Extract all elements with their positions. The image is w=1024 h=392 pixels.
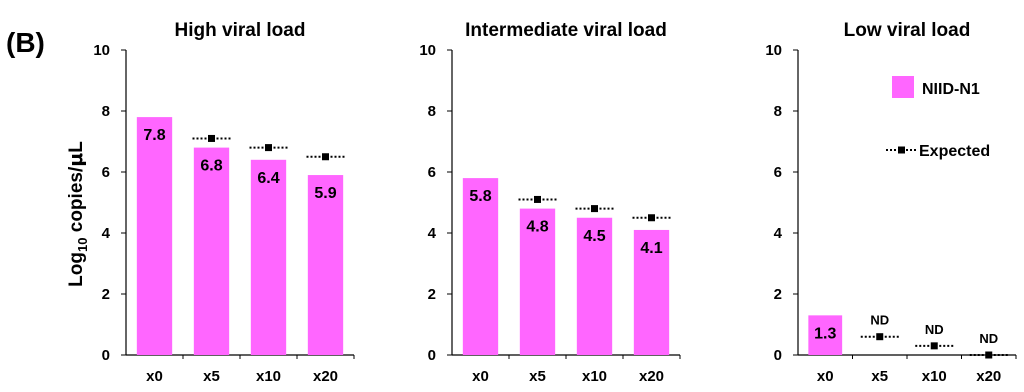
y-label-unit: L [66, 141, 87, 153]
panel-label: (B) [6, 27, 45, 58]
bar [462, 178, 499, 355]
x-tick-label: x0 [472, 368, 489, 385]
y-tick-label: 4 [428, 225, 437, 242]
x-tick-label: x0 [817, 368, 834, 385]
nd-label: ND [870, 313, 889, 328]
chart-title: Intermediate viral load [465, 20, 667, 41]
nd-label: ND [979, 331, 998, 346]
expected-marker [876, 333, 884, 341]
legend-swatch-marker [898, 146, 905, 154]
legend: NIID-N1 Expected [886, 76, 990, 160]
x-tick-label: x10 [582, 368, 607, 385]
expected-marker [534, 195, 541, 203]
y-tick-label: 10 [419, 42, 436, 59]
y-tick-label: 4 [774, 225, 783, 242]
bar-value-label: 5.9 [314, 185, 336, 202]
x-tick-label: x10 [256, 368, 281, 385]
expected-marker [265, 144, 272, 152]
y-tick-label: 2 [774, 286, 782, 303]
y-tick-label: 2 [428, 286, 436, 303]
bar-value-label: 7.8 [143, 127, 165, 144]
x-tick-label: x5 [529, 368, 546, 385]
expected-marker [591, 205, 598, 213]
x-tick-label: x20 [976, 368, 1001, 385]
bar-value-label: 4.8 [526, 219, 548, 236]
expected-marker [985, 351, 993, 359]
charts-group: High viral load 0 2 4 6 8 10 x0 x5 x10 x20 7.8 6.8 6.… [93, 20, 1017, 385]
y-tick-label: 0 [428, 347, 436, 364]
nd-label: ND [925, 322, 944, 337]
x-tick-label: x10 [922, 368, 947, 385]
y-tick-label: 10 [765, 42, 782, 59]
bar-value-label: 4.1 [640, 240, 662, 257]
y-tick-label: 8 [428, 103, 436, 120]
y-label-subscript: 10 [75, 238, 90, 252]
legend-label: Expected [919, 143, 990, 160]
x-tick-label: x20 [639, 368, 664, 385]
bar [193, 147, 230, 355]
legend-label: NIID-N1 [922, 81, 980, 98]
y-tick-label: 0 [774, 347, 782, 364]
y-tick-label: 2 [102, 286, 110, 303]
y-tick-label: 8 [102, 103, 110, 120]
y-label-mu: μ [65, 153, 87, 167]
bar-value-label: 6.4 [257, 170, 279, 187]
chart-title: Low viral load [844, 20, 971, 41]
y-tick-label: 10 [93, 42, 110, 59]
bar-value-label: 1.3 [814, 325, 836, 342]
bar [576, 217, 613, 355]
expected-marker [322, 153, 329, 161]
bar [519, 208, 556, 355]
bar [136, 117, 173, 355]
chart-panel-2: Intermediate viral load 0 2 4 6 8 10 x0 x5 x10 x20… [419, 20, 681, 385]
y-tick-label: 8 [774, 103, 782, 120]
y-axis-label: Log10 copies/μL [65, 141, 90, 287]
y-tick-label: 4 [102, 225, 111, 242]
bar-value-label: 5.8 [469, 188, 491, 205]
x-tick-label: x20 [313, 368, 338, 385]
bar [633, 229, 670, 355]
x-tick-label: x5 [871, 368, 888, 385]
y-label-suffix: copies/ [66, 166, 87, 237]
y-tick-label: 6 [102, 164, 110, 181]
chart-title: High viral load [175, 20, 306, 41]
x-tick-label: x0 [146, 368, 163, 385]
chart-panel-3: Low viral load 0 2 4 6 8 10 x0 x5 x10 x20 1.3 ND ND ND… [765, 20, 1017, 385]
legend-swatch-bar [892, 76, 914, 98]
chart-panel-1: High viral load 0 2 4 6 8 10 x0 x5 x10 x20 7.8 6.8 6.… [93, 20, 355, 385]
y-tick-label: 6 [428, 164, 436, 181]
y-tick-label: 6 [774, 164, 782, 181]
expected-marker [648, 214, 655, 222]
bar-value-label: 4.5 [583, 228, 605, 245]
expected-marker [930, 342, 938, 350]
y-tick-label: 0 [102, 347, 110, 364]
y-label-prefix: Log [66, 252, 87, 287]
bar-value-label: 6.8 [200, 158, 222, 175]
x-tick-label: x5 [203, 368, 220, 385]
bar [808, 315, 843, 355]
bar [250, 159, 287, 355]
expected-marker [208, 134, 215, 142]
bar [307, 175, 344, 355]
